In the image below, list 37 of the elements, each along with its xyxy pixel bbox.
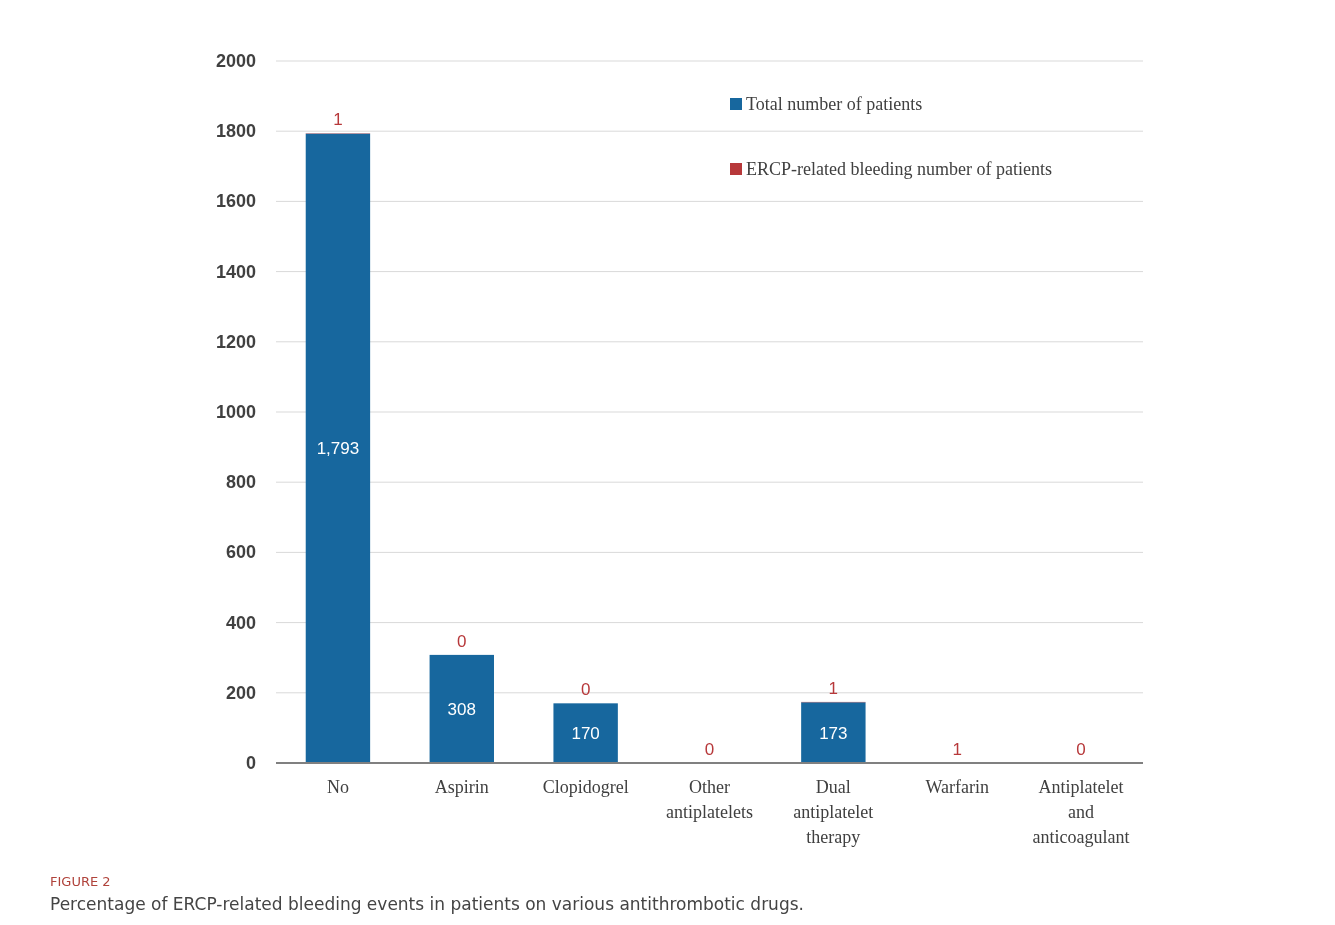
- y-tick-label: 200: [225, 682, 256, 703]
- y-tick-label: 800: [225, 472, 256, 493]
- data-label: 1: [828, 678, 839, 698]
- data-label: 1: [333, 110, 343, 130]
- data-label: 1: [952, 739, 962, 759]
- y-tick-label: 1200: [215, 331, 256, 352]
- data-label: 0: [580, 680, 591, 700]
- x-tick-label: Other antiplatelets: [666, 777, 753, 822]
- x-tick-label: Antiplatelet and anticoagulant: [1032, 777, 1130, 847]
- legend-label: ERCP-related bleeding number of patients: [746, 159, 1052, 179]
- y-tick-label: 1000: [215, 402, 256, 422]
- bar: [801, 702, 866, 763]
- y-tick-label: 600: [225, 542, 256, 563]
- data-label: 0: [1076, 740, 1086, 759]
- data-label: 0: [704, 740, 715, 759]
- x-tick-label: No: [326, 777, 349, 797]
- data-label: 1,793: [316, 439, 360, 459]
- y-tick-label: 2000: [215, 51, 256, 71]
- bar: [305, 133, 371, 763]
- bar: [429, 654, 494, 763]
- text: Percentage of ERCP-related bleeding events in patients on various antithrombotic drugs.: [50, 894, 804, 914]
- y-tick-label: 1800: [215, 121, 256, 142]
- x-tick-label: Warfarin: [925, 777, 989, 797]
- y-tick-label: 0: [245, 753, 256, 773]
- x-tick-label: Dual antiplatelet therapy: [793, 777, 874, 847]
- x-tick-label: Clopidogrel: [542, 777, 629, 797]
- caption: FIGURE 2: [50, 874, 111, 889]
- data-label: 308: [447, 699, 476, 719]
- bar: [553, 703, 618, 763]
- x-tick-label: Aspirin: [434, 777, 489, 797]
- data-label: 173: [819, 723, 848, 743]
- y-tick-label: 1400: [215, 261, 256, 282]
- y-tick-label: 1600: [215, 191, 256, 212]
- data-label: 170: [571, 724, 600, 744]
- y-tick-label: 400: [225, 612, 256, 633]
- data-label: 0: [457, 631, 467, 651]
- legend-label: Total number of patients: [746, 94, 923, 114]
